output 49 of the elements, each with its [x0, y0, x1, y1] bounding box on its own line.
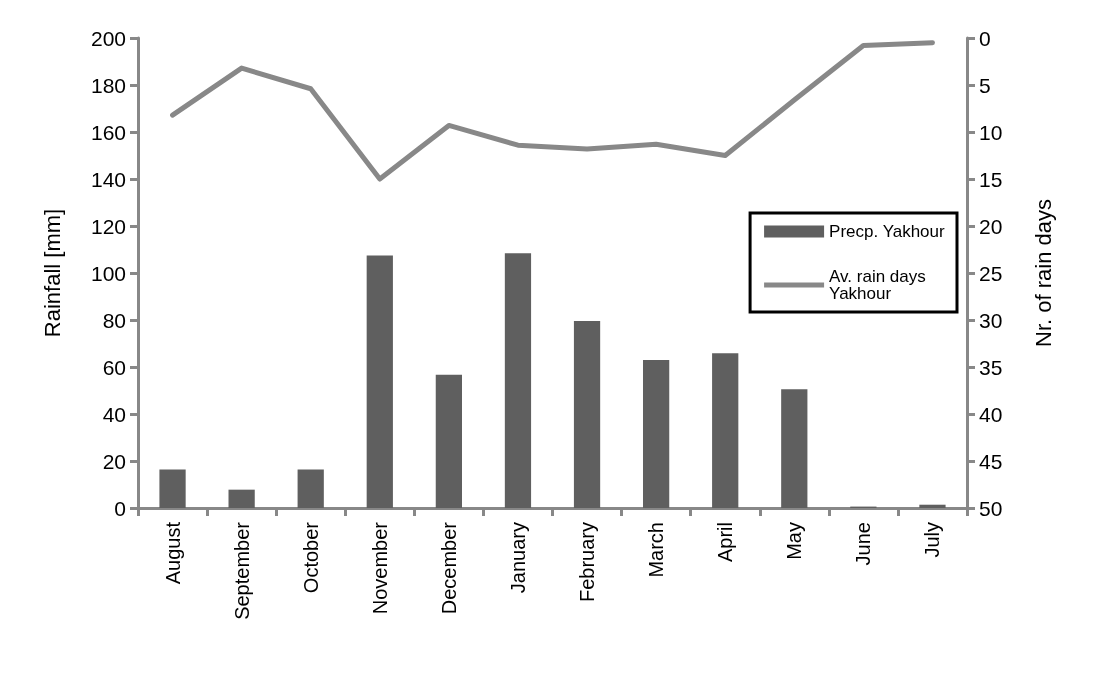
x-tick-label: September: [230, 521, 253, 620]
y-tick-label: 180: [90, 73, 126, 97]
bar: [919, 504, 946, 508]
x-tick-label: October: [299, 521, 322, 594]
x-tick-label: June: [852, 522, 875, 566]
y2-tick-label: 20: [979, 214, 1003, 238]
y2-tick-label: 25: [979, 261, 1003, 285]
y-tick-label: 0: [114, 496, 126, 520]
x-tick-label: May: [783, 522, 806, 560]
x-tick-label: August: [161, 521, 184, 585]
y2-tick-label: 5: [979, 73, 991, 97]
y-tick-label: 60: [102, 355, 126, 379]
legend-label: Precp. Yakhour: [829, 222, 946, 241]
y2-tick-label: 45: [979, 449, 1003, 473]
bar: [159, 469, 186, 508]
y-tick-label: 80: [102, 308, 126, 332]
bar: [366, 255, 393, 508]
y-tick-label: 40: [102, 402, 126, 426]
bar: [228, 489, 255, 508]
y2-tick-label: 35: [979, 355, 1003, 379]
bar: [297, 469, 324, 508]
y2-axis-title: Nr. of rain days: [1030, 199, 1056, 347]
x-tick-label: December: [437, 521, 460, 615]
x-tick-label: November: [368, 521, 391, 615]
x-tick-label: February: [576, 522, 599, 603]
y2-tick-label: 40: [979, 402, 1003, 426]
x-tick-label: March: [645, 522, 668, 578]
y2-tick-label: 50: [979, 496, 1003, 520]
y-axis-title: Rainfall [mm]: [39, 208, 65, 338]
bar: [712, 353, 739, 508]
y-tick-label: 140: [90, 167, 126, 191]
y2-tick-label: 15: [979, 167, 1003, 191]
y2-tick-label: 0: [979, 26, 991, 50]
y-tick-label: 120: [90, 214, 126, 238]
x-tick-label: April: [714, 522, 737, 563]
y-tick-label: 160: [90, 120, 126, 144]
y-tick-label: 100: [90, 261, 126, 285]
x-tick-label: January: [506, 522, 529, 594]
x-tick-label: July: [921, 522, 944, 558]
bar: [643, 359, 670, 508]
bar: [435, 374, 462, 508]
bar: [781, 389, 808, 508]
y-tick-label: 200: [90, 26, 126, 50]
y2-tick-label: 30: [979, 308, 1003, 332]
legend-label: Av. rain days Yakhour: [829, 267, 931, 303]
y2-tick-label: 10: [979, 120, 1003, 144]
y-tick-label: 20: [102, 449, 126, 473]
bar: [573, 320, 601, 508]
bar: [504, 253, 532, 508]
